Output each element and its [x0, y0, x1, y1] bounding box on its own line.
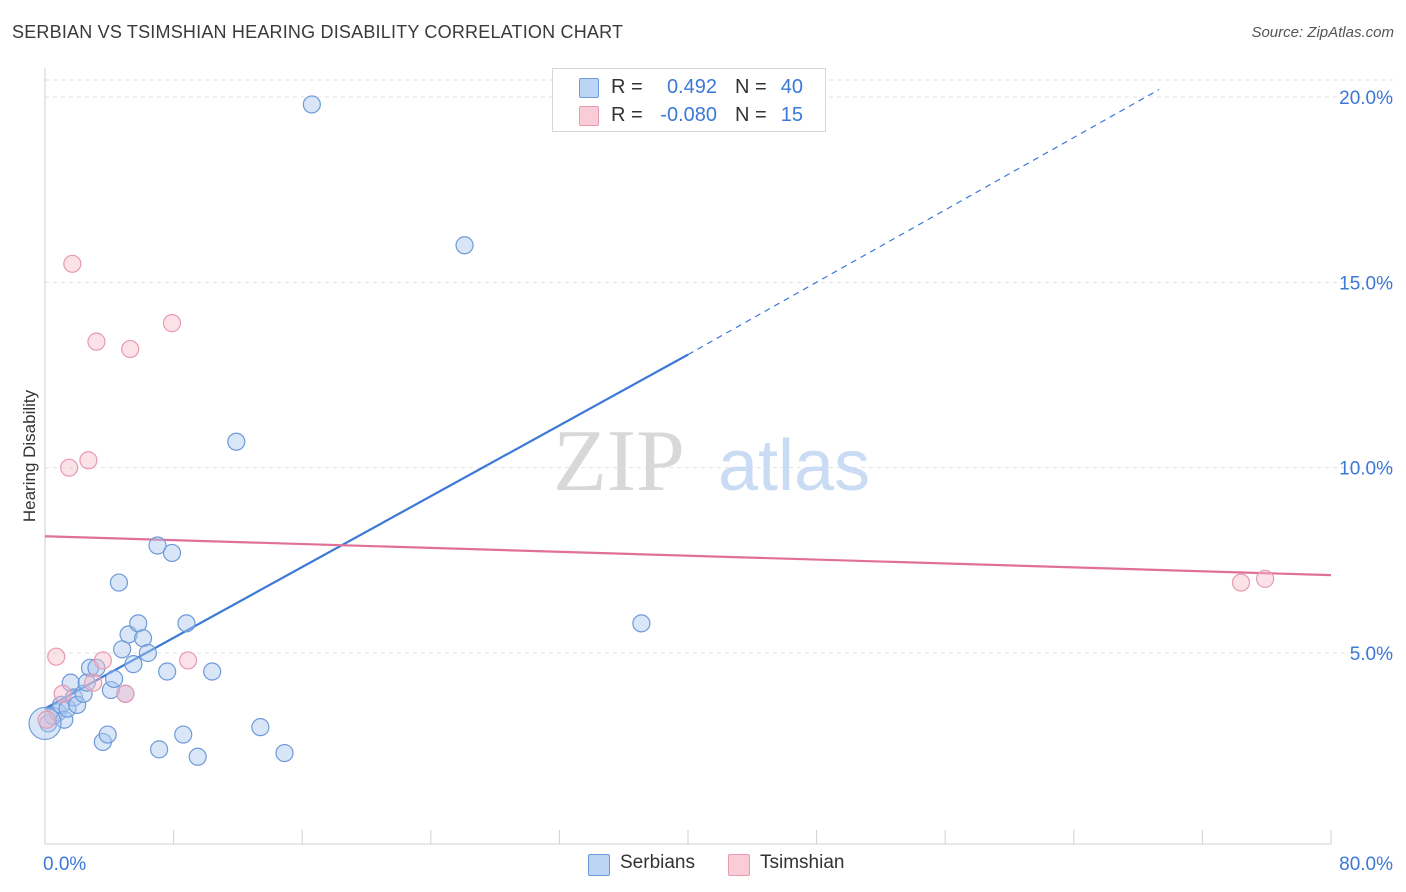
- watermark-atlas: atlas: [718, 426, 870, 506]
- tsimshian-label: Tsimshian: [760, 852, 845, 873]
- point-tsimshian: [63, 254, 82, 273]
- point-tsimshian: [79, 451, 98, 470]
- point-tsimshian: [93, 651, 112, 670]
- point-serbians: [109, 573, 129, 592]
- point-serbians: [55, 710, 74, 729]
- chart-title: SERBIAN VS TSIMSHIAN HEARING DISABILITY …: [12, 22, 624, 42]
- point-tsimshian: [84, 673, 103, 692]
- legend-r-value: 0.492: [666, 76, 717, 98]
- point-serbians: [302, 95, 321, 114]
- point-tsimshian: [116, 684, 135, 703]
- tsimshian-swatch: [728, 854, 750, 876]
- y-axis-label: Hearing Disability: [20, 389, 39, 523]
- point-tsimshian: [1231, 573, 1251, 592]
- point-tsimshian: [60, 458, 79, 477]
- grid-lines: [45, 79, 1395, 654]
- point-serbians: [28, 706, 62, 741]
- tick-labels: 5.0% 10.0% 15.0% 20.0% 0.0% 80.0%: [43, 88, 1393, 875]
- point-serbians: [138, 643, 157, 663]
- point-serbians: [174, 725, 193, 744]
- trend-extension-serbians: [687, 89, 1160, 356]
- point-serbians: [150, 740, 169, 759]
- legend-r-label: R =: [611, 76, 643, 98]
- legend-n-value: 15: [780, 104, 803, 126]
- point-tsimshian: [178, 651, 198, 670]
- point-serbians: [124, 655, 143, 674]
- point-serbians: [101, 680, 121, 700]
- point-serbians: [188, 747, 207, 766]
- point-tsimshian: [47, 647, 66, 666]
- point-serbians: [105, 669, 124, 689]
- x-tick-label: 0.0%: [43, 854, 86, 875]
- point-tsimshian: [87, 332, 106, 351]
- legend-row-tsimshian: R = -0.080 N = 15: [553, 101, 825, 129]
- point-serbians: [455, 236, 474, 255]
- watermark: ZIP atlas: [553, 413, 870, 510]
- serbians-label: Serbians: [620, 852, 695, 873]
- point-serbians: [275, 743, 294, 763]
- legend-r-label: R =: [611, 104, 643, 126]
- y-tick-label: 5.0%: [1350, 644, 1393, 665]
- legend-n-value: 40: [780, 76, 803, 98]
- legend-swatch-tsimshian: [579, 106, 599, 126]
- point-tsimshian: [162, 314, 182, 333]
- legend-n-label: N =: [735, 76, 767, 98]
- trend-lines: [44, 89, 1332, 710]
- point-serbians: [203, 662, 222, 681]
- axes: [44, 68, 1332, 845]
- point-tsimshian: [37, 710, 56, 729]
- point-tsimshian: [53, 684, 72, 703]
- point-serbians: [77, 673, 96, 692]
- data-points: [28, 95, 1275, 766]
- point-tsimshian: [121, 339, 140, 359]
- point-serbians: [227, 432, 246, 451]
- point-serbians: [158, 662, 177, 681]
- serbians-swatch: [588, 854, 610, 876]
- point-serbians: [87, 658, 106, 677]
- y-tick-label: 20.0%: [1339, 88, 1393, 109]
- legend-swatch-serbians: [579, 78, 599, 98]
- trend-line-tsimshian: [44, 535, 1332, 577]
- y-tick-label: 10.0%: [1339, 459, 1393, 480]
- legend-n-label: N =: [735, 104, 767, 126]
- x-tick-label: 80.0%: [1339, 854, 1393, 875]
- point-serbians: [632, 614, 651, 633]
- legend-r-value: -0.080: [660, 104, 717, 126]
- trend-line-serbians: [44, 353, 689, 710]
- point-serbians: [148, 536, 167, 555]
- point-tsimshian: [1255, 569, 1275, 588]
- watermark-zip: ZIP: [553, 413, 685, 510]
- correlation-legend: R = 0.492 N = 40 R = -0.080 N = 15: [552, 68, 826, 132]
- source-credit: Source: ZipAtlas.com: [1251, 24, 1394, 41]
- y-tick-label: 15.0%: [1339, 273, 1393, 294]
- point-serbians: [98, 725, 117, 744]
- point-serbians: [251, 718, 270, 737]
- point-serbians: [177, 614, 196, 633]
- point-serbians: [162, 543, 182, 563]
- point-serbians: [68, 695, 87, 714]
- legend-row-serbians: R = 0.492 N = 40: [553, 73, 825, 101]
